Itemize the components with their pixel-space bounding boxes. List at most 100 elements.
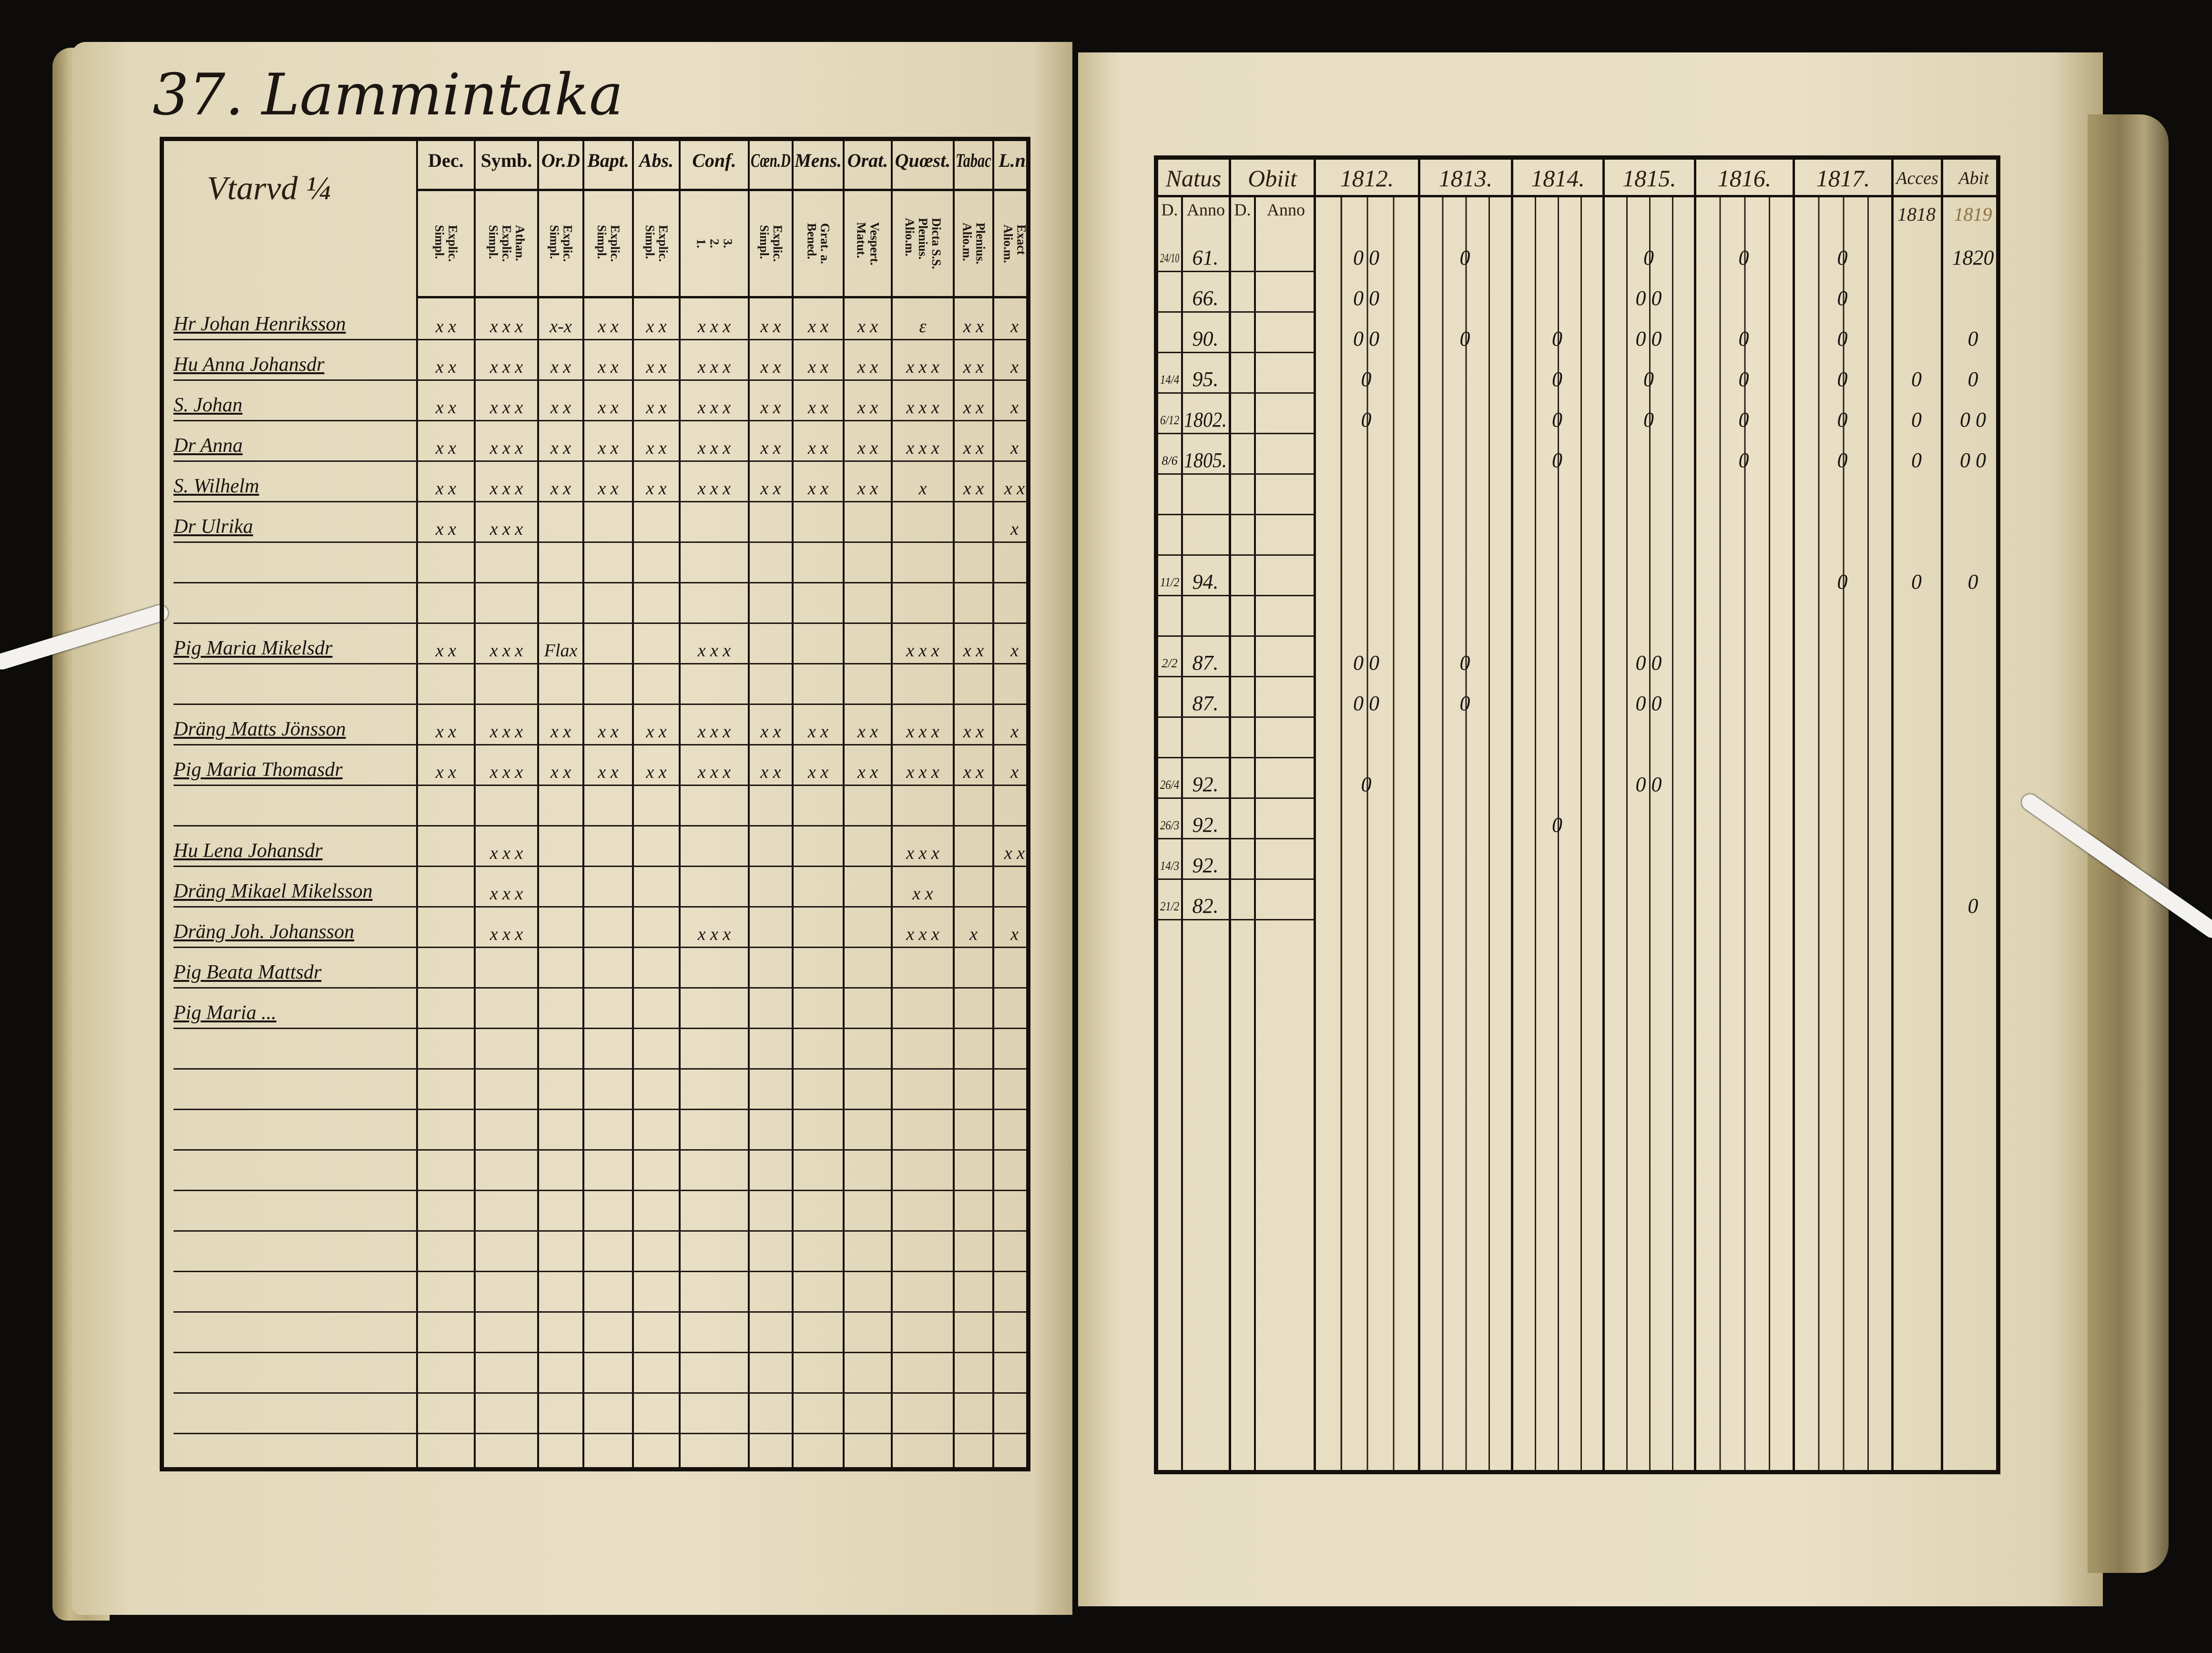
column-conf: Conf. 3. 2. 1. (679, 141, 748, 1467)
exam-mark-cell: x x x (893, 438, 953, 459)
subcolumn-natus_anno: Anno (1181, 195, 1229, 1470)
exam-mark: x x (760, 479, 781, 499)
exam-mark: x x (807, 357, 829, 377)
abit-mark-cell: 0 (1944, 327, 2002, 351)
exam-mark: x x x (697, 357, 731, 377)
exam-mark-cell: x x (994, 843, 1035, 864)
exam-mark-cell: x x x (476, 762, 537, 783)
person-name: Pig Beata Mattsdr (173, 961, 322, 983)
birth-year: 92. (1192, 773, 1219, 796)
year-mark: 0 (1738, 449, 1749, 472)
column-header-cell: 1816. (1696, 165, 1793, 191)
subcolumn-header-cell: D. (1158, 200, 1181, 220)
birth-day-cell: 21/2 (1159, 899, 1180, 914)
exam-mark-cell: x (893, 478, 953, 499)
exam-mark: x x x (489, 398, 523, 418)
exam-mark: x x (435, 479, 457, 499)
abit-mark: 0 (1967, 367, 1978, 391)
column-header: 1817. (1816, 165, 1870, 192)
exam-mark-cell: x x x (893, 640, 953, 661)
exam-mark: x x (857, 398, 878, 418)
column-header-cell: 1817. (1795, 165, 1891, 191)
exam-mark-cell: x x (955, 721, 992, 742)
column-dec: Dec. Explic. Simpl. (416, 141, 474, 1467)
exam-mark: x x (646, 479, 667, 499)
exam-mark: x (1010, 316, 1019, 337)
column-y4: 1816. (1694, 160, 1793, 1470)
year-mark: 0 0 (1635, 286, 1662, 310)
year-subcolumn-lines (1605, 197, 1694, 1470)
birth-day: 26/4 (1160, 778, 1180, 792)
exam-mark-cell: x x (750, 762, 792, 783)
row-line (173, 1230, 1026, 1232)
exam-mark-cell: x (994, 438, 1035, 459)
exam-mark-cell: x x (794, 762, 843, 783)
subcolumn-header-cell: Anno (1256, 200, 1316, 220)
exam-mark-cell: x x x (681, 478, 748, 499)
exam-mark: x x (760, 762, 781, 782)
column-header-cell: 1813. (1420, 165, 1511, 191)
row-line (173, 622, 1026, 624)
year-mark: 0 0 (1635, 692, 1662, 715)
exam-mark: x x (550, 722, 571, 742)
header-divider (416, 189, 1026, 191)
exam-mark: x x (760, 722, 781, 742)
year-mark: 0 0 (1353, 327, 1379, 350)
year-mark-cell: 0 (1605, 408, 1692, 432)
birth-year: 66. (1192, 286, 1219, 310)
exam-mark: x-x (550, 316, 572, 337)
row-line (173, 744, 1026, 745)
year-mark: 0 (1643, 367, 1654, 391)
birth-year-cell: 66. (1183, 286, 1228, 310)
exam-mark: x x (857, 357, 878, 377)
row-line (1158, 757, 1314, 758)
exam-mark: x x (598, 762, 619, 782)
acces-mark-cell: 0 (1894, 367, 1939, 391)
abit-year: 1819 (1954, 204, 1992, 225)
row-line (173, 1149, 1026, 1151)
column-header-cell: Cœn.D (750, 150, 792, 172)
year-mark-cell: 0 (1421, 651, 1509, 675)
year-mark: 0 (1643, 408, 1654, 431)
exam-mark: x x (598, 357, 619, 377)
year-mark: 0 0 (1353, 286, 1379, 310)
exam-mark-cell: x x (845, 397, 891, 418)
exam-mark-cell: x x (584, 397, 632, 418)
person-name: Pig Maria ... (173, 1002, 276, 1024)
exam-mark-cell: x x (539, 721, 582, 742)
row-line (1158, 878, 1314, 880)
exam-mark-cell: x x x (476, 397, 537, 418)
column-natus: Natus D. Anno (1158, 160, 1229, 1470)
exam-mark: x x (435, 722, 457, 742)
village-note: Vtarvd ¼ (207, 170, 331, 207)
person-name-cell: Hu Anna Johansdr (173, 353, 407, 377)
birth-year: 92. (1192, 854, 1219, 877)
year-mark-cell: 0 (1605, 246, 1692, 270)
column-subheader: Plenius. Alio.m. (960, 223, 988, 265)
header-bottom-divider (416, 296, 1026, 298)
year-mark-cell: 0 0 (1605, 773, 1692, 796)
subcolumn-header-cell: D. (1231, 200, 1254, 220)
year-mark-cell: 0 0 (1316, 286, 1416, 310)
year-mark-cell: 0 (1514, 449, 1600, 472)
column-header-cell: Conf. (681, 150, 748, 172)
birth-year-cell: 87. (1183, 692, 1228, 715)
acces-mark: 0 (1911, 449, 1922, 472)
village-note-cell: Vtarvd ¼ (207, 170, 407, 208)
year-mark-cell: 0 0 (1316, 246, 1416, 270)
row-line (173, 947, 1026, 948)
year-mark-cell: 0 (1795, 570, 1889, 594)
acces-year-cell: 1818 (1895, 204, 1938, 225)
exam-mark: x x (807, 398, 829, 418)
person-name: S. Wilhelm (173, 475, 259, 497)
exam-mark-cell: x (994, 397, 1035, 418)
exam-mark: x x (550, 357, 571, 377)
abit-mark-cell: 0 0 (1944, 449, 2002, 472)
column-subheader: Exact Alio.m. (1001, 224, 1029, 263)
birth-year: 90. (1192, 327, 1219, 350)
exam-mark: x x (435, 762, 457, 782)
column-y3: 1815. (1602, 160, 1694, 1470)
year-subcolumn-lines (1420, 197, 1511, 1470)
exam-mark-cell: x x (955, 762, 992, 783)
column-header-cell: Natus (1158, 165, 1229, 191)
